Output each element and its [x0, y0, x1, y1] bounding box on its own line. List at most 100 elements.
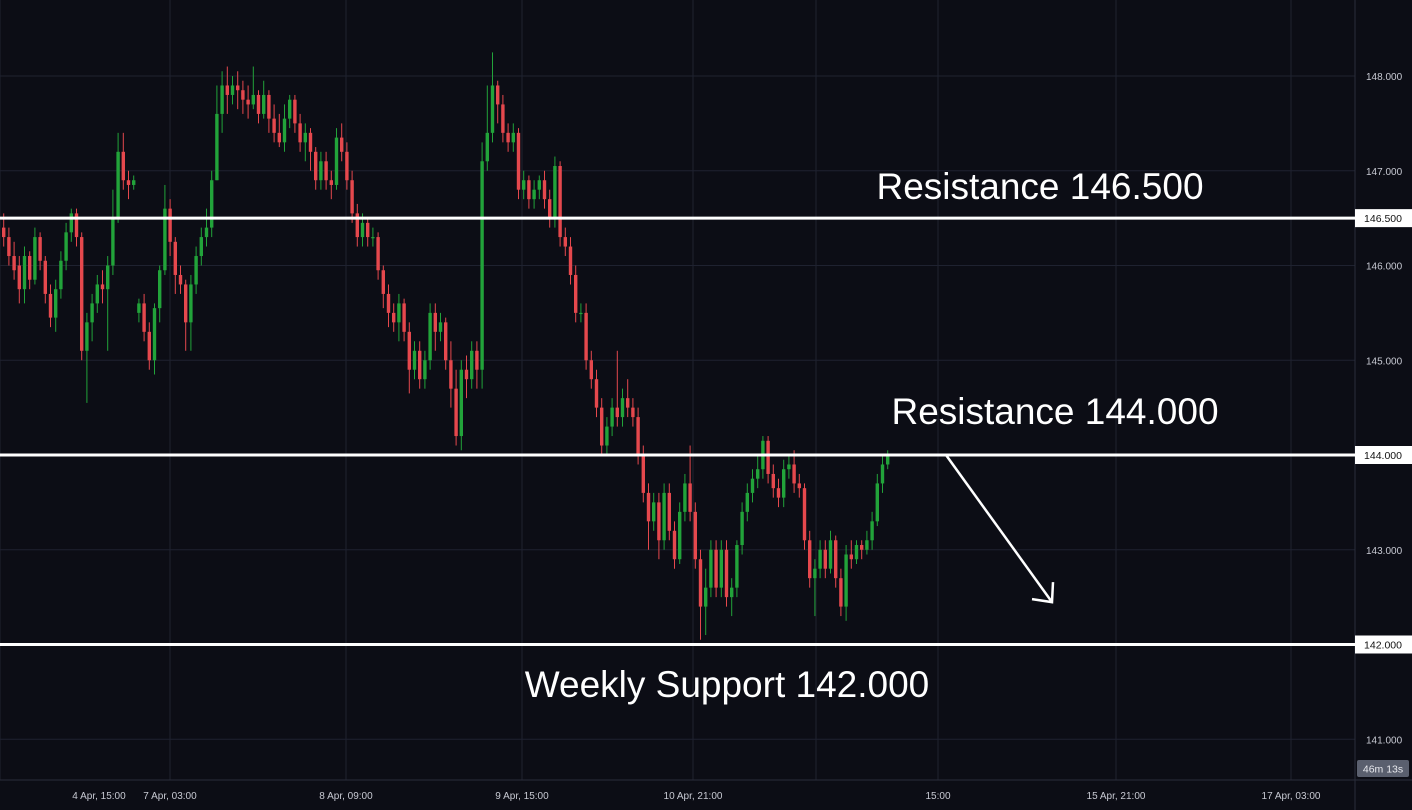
candle-body	[90, 303, 94, 323]
candle-body	[236, 85, 240, 91]
y-axis: 148.000 147.000 146.000 145.000 143.000 141.0…	[1366, 72, 1403, 746]
candle-body	[210, 180, 214, 228]
candle-body	[730, 587, 734, 598]
candle-body	[272, 118, 276, 133]
candle-body	[267, 94, 271, 119]
candle-body	[22, 256, 27, 290]
candle-body	[693, 511, 697, 560]
candle-body	[589, 360, 593, 380]
candle-body	[849, 554, 853, 560]
candle-body	[480, 161, 484, 370]
candle-body	[605, 426, 609, 446]
candle-body	[204, 227, 209, 238]
candle-body	[12, 256, 16, 271]
candle-body	[163, 208, 167, 271]
candle-body	[709, 549, 713, 588]
candle-body	[402, 303, 406, 332]
countdown-badge-bg	[1357, 760, 1409, 777]
x-axis: 4 Apr, 15:00 7 Apr, 03:00 8 Apr, 09:00 9 Ap…	[72, 791, 1321, 802]
candle-body	[412, 350, 417, 370]
candle-body	[522, 180, 526, 190]
candle-body	[28, 256, 32, 280]
candle-body	[626, 398, 630, 408]
candle-body	[636, 417, 640, 455]
candle-body	[137, 303, 141, 313]
x-tick-label: 8 Apr, 09:00	[319, 791, 373, 802]
candle-body	[870, 521, 874, 541]
candle-body	[132, 180, 136, 185]
candle-body	[782, 469, 786, 498]
candle-body	[464, 369, 469, 380]
x-tick-label: 15:00	[925, 791, 950, 802]
candle-body	[350, 180, 354, 214]
candle-body	[288, 99, 292, 119]
candle-body	[485, 132, 489, 162]
candle-body	[246, 99, 250, 105]
candle-body	[293, 99, 297, 124]
candle-body	[454, 388, 458, 437]
candle-body	[652, 502, 656, 522]
candle-body	[678, 511, 682, 560]
candle-body	[121, 151, 125, 181]
candle-body	[59, 260, 63, 290]
candle-body	[563, 237, 567, 247]
candle-body	[865, 540, 869, 550]
candle-body	[886, 455, 890, 465]
candle-body	[516, 132, 521, 190]
candle-body	[95, 284, 99, 304]
candle-body	[579, 312, 583, 315]
candle-body	[251, 94, 255, 105]
candle-body	[813, 568, 817, 579]
candle-body	[381, 270, 385, 294]
candle-body	[553, 166, 557, 219]
candle-body	[875, 483, 879, 522]
candle-body	[340, 137, 344, 152]
x-tick-label: 7 Apr, 03:00	[143, 791, 197, 802]
candle-body	[168, 208, 172, 242]
candle-body	[345, 151, 349, 181]
candle-body	[740, 511, 744, 546]
candle-body	[792, 464, 796, 484]
y-tick-label: 148.000	[1366, 72, 1403, 83]
candle-body	[698, 559, 703, 607]
candle-body	[43, 260, 47, 294]
candle-body	[48, 293, 53, 318]
candle-body	[766, 440, 770, 474]
candle-body	[184, 284, 188, 323]
candle-body	[802, 488, 807, 541]
candle-body	[724, 549, 729, 598]
candle-body	[319, 161, 323, 181]
x-tick-label: 15 Apr, 21:00	[1087, 791, 1146, 802]
candle-body	[152, 308, 157, 361]
candle-body	[683, 483, 687, 512]
candle-body	[470, 350, 474, 380]
candle-body	[85, 322, 89, 351]
candle-body	[314, 151, 318, 181]
candle-body	[392, 312, 396, 323]
x-tick-label: 10 Apr, 21:00	[664, 791, 723, 802]
candle-body	[215, 113, 219, 181]
countdown-badge: 46m 13s	[1357, 760, 1409, 777]
candle-body	[506, 132, 510, 143]
levels: 146.500 Resistance 146.500 144.000 Resistan…	[0, 166, 1412, 705]
candle-body	[366, 222, 370, 238]
candle-body	[64, 232, 68, 261]
candle-body	[667, 492, 671, 531]
level-caption: Resistance 146.500	[876, 166, 1203, 207]
candle-body	[262, 94, 266, 114]
candle-body	[662, 492, 666, 541]
candle-body	[844, 554, 848, 607]
candle-body	[574, 274, 578, 313]
candle-body	[646, 492, 651, 522]
candle-body	[230, 85, 235, 95]
candle-body	[111, 218, 115, 266]
candle-body	[2, 227, 6, 238]
projection-arrow	[944, 454, 1055, 604]
x-tick-label: 17 Apr, 03:00	[1262, 791, 1321, 802]
level-axis-label: 146.500	[1364, 213, 1402, 225]
candle-body	[298, 123, 302, 143]
candle-body	[745, 492, 749, 512]
candle-body	[828, 540, 833, 569]
candle-body	[386, 293, 391, 313]
